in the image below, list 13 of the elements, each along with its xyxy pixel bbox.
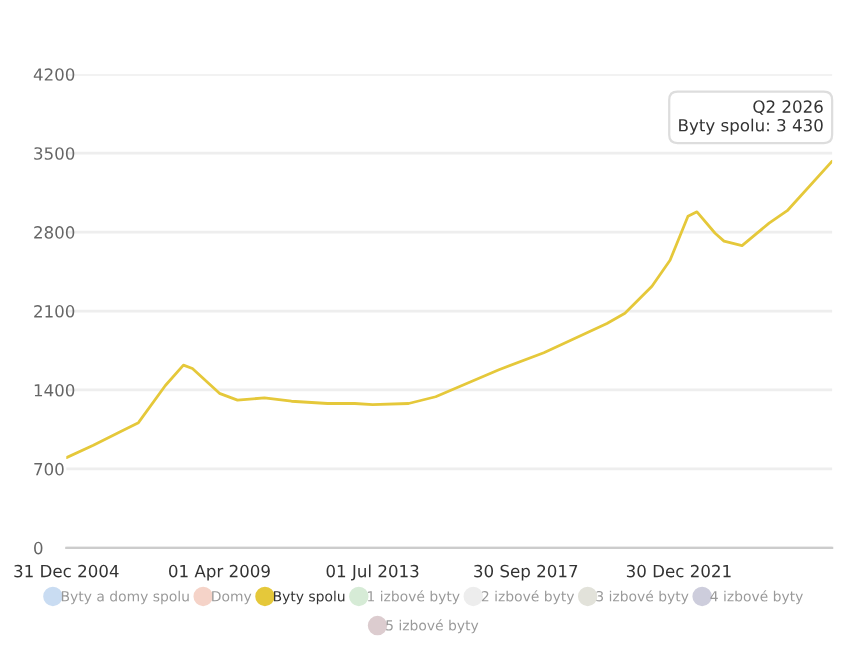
x-tick-label: 30 Dec 2021: [626, 564, 731, 578]
x-tick-label: 30 Sep 2017: [474, 564, 578, 581]
y-tick-label: 2800: [34, 226, 75, 239]
y-tick-label: 3500: [34, 147, 75, 160]
x-tick-label: 01 Apr 2009: [169, 564, 270, 581]
x-tick-label: 01 Jul 2013: [326, 564, 419, 581]
annotation: Q2 2026 Byty spolu: 3 430: [679, 100, 823, 135]
x-tick-label: 31 Dec 2004: [14, 564, 119, 578]
y-tick-label: 700: [34, 462, 64, 476]
y-tick-label: 4200: [33, 68, 75, 81]
y-tick-label: 0: [34, 541, 43, 555]
y-tick-label: 1400: [34, 383, 75, 397]
y-tick-label: 2100: [34, 305, 75, 318]
